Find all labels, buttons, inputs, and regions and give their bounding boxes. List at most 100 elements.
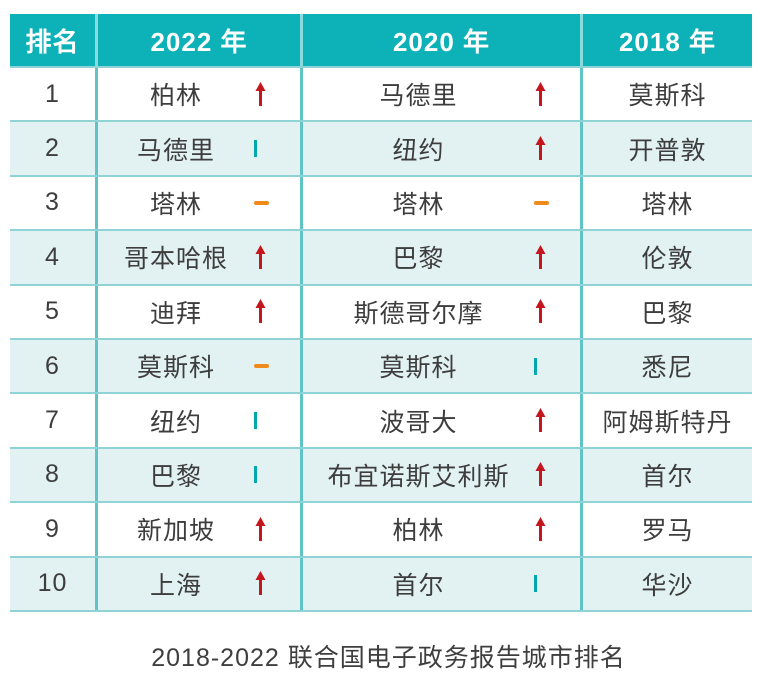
down-bar-icon <box>534 575 537 593</box>
city-cell-2022: 新加坡 <box>95 503 300 556</box>
rank-cell: 7 <box>45 406 60 435</box>
city-cell-2018: 阿姆斯特丹 <box>580 394 752 447</box>
city-cell-2022: 莫斯科 <box>95 339 300 393</box>
rank-cell: 5 <box>45 297 60 326</box>
city-cell-2020: 塔林 <box>300 176 580 230</box>
city-cell-2022: 哥本哈根 <box>95 231 300 284</box>
city-cell-2020: 首尔 <box>300 557 580 610</box>
trend-slot <box>254 516 300 542</box>
city-cell-2018: 莫斯科 <box>580 68 752 121</box>
rank-cell: 1 <box>45 79 60 108</box>
city-cell-2018: 罗马 <box>580 503 752 556</box>
rank-cell: 8 <box>45 460 60 489</box>
city-name: 斯德哥尔摩 <box>353 299 484 328</box>
unchanged-dash-icon <box>254 364 269 369</box>
city-cell-2018: 华沙 <box>580 557 752 610</box>
city-cell-2020: 纽约 <box>300 122 580 175</box>
up-arrow-icon <box>534 516 547 542</box>
table-row: 1 柏林 马德里 莫斯科 <box>10 66 752 121</box>
table-body: 1 柏林 马德里 莫斯科 2 马德里 纽约 开普敦 3 塔林 塔林 塔林 4 哥本哈根 巴黎 伦敦 5 迪拜 斯德哥… <box>10 66 752 612</box>
unchanged-dash-icon <box>534 200 549 205</box>
up-arrow-icon <box>534 81 547 107</box>
city-name: 马德里 <box>136 136 215 165</box>
city-name: 莫斯科 <box>379 354 458 383</box>
up-arrow-icon <box>254 81 267 107</box>
city-name: 纽约 <box>392 136 445 165</box>
city-cell-2020: 波哥大 <box>300 394 580 447</box>
trend-slot <box>254 200 300 205</box>
city-name: 塔林 <box>149 190 202 219</box>
city-cell-2020: 斯德哥尔摩 <box>300 285 580 338</box>
trend-slot <box>534 516 580 542</box>
rank-cell: 6 <box>45 351 60 380</box>
trend-slot <box>534 244 580 270</box>
header-rank: 排名 <box>25 26 80 57</box>
trend-slot <box>534 136 580 161</box>
trend-slot <box>254 140 300 158</box>
city-name: 开普敦 <box>628 136 707 165</box>
table-row: 9 新加坡 柏林 罗马 <box>10 501 752 556</box>
city-name: 首尔 <box>641 462 694 491</box>
trend-slot <box>534 408 580 433</box>
down-bar-icon <box>254 412 257 430</box>
city-name: 哥本哈根 <box>123 245 228 274</box>
rank-cell: 4 <box>45 242 60 271</box>
trend-slot <box>254 571 300 596</box>
table-row: 2 马德里 纽约 开普敦 <box>10 120 752 175</box>
city-name: 纽约 <box>149 408 202 437</box>
city-cell-2018: 伦敦 <box>580 231 752 284</box>
rank-cell: 9 <box>45 514 60 543</box>
city-cell-2018: 塔林 <box>580 176 752 230</box>
up-arrow-icon <box>534 408 547 433</box>
down-bar-icon <box>254 140 257 158</box>
city-cell-2022: 迪拜 <box>95 285 300 338</box>
up-arrow-icon <box>534 136 547 161</box>
city-name: 柏林 <box>149 82 202 111</box>
table-row: 8 巴黎 布宜诺斯艾利斯 首尔 <box>10 446 752 502</box>
down-bar-icon <box>534 357 537 375</box>
up-arrow-icon <box>534 462 547 487</box>
table-caption: 2018-2022 联合国电子政务报告城市排名 <box>151 644 626 672</box>
city-cell-2018: 悉尼 <box>580 339 752 393</box>
city-name: 塔林 <box>641 190 694 219</box>
up-arrow-icon <box>254 244 267 270</box>
rank-cell: 3 <box>45 188 60 217</box>
header-2020: 2020 年 <box>300 14 580 66</box>
trend-slot <box>534 200 580 205</box>
city-cell-2022: 柏林 <box>95 68 300 121</box>
trend-slot <box>534 575 580 593</box>
city-cell-2018: 巴黎 <box>580 285 752 338</box>
unchanged-dash-icon <box>254 200 269 205</box>
city-cell-2020: 柏林 <box>300 503 580 556</box>
city-cell-2022: 巴黎 <box>95 448 300 502</box>
city-name: 罗马 <box>641 517 694 546</box>
trend-slot <box>534 81 580 107</box>
city-cell-2020: 巴黎 <box>300 231 580 284</box>
city-name: 新加坡 <box>136 517 215 546</box>
up-arrow-icon <box>254 516 267 542</box>
city-name: 波哥大 <box>379 408 458 437</box>
trend-slot <box>534 462 580 487</box>
table-row: 7 纽约 波哥大 阿姆斯特丹 <box>10 392 752 447</box>
trend-slot <box>254 81 300 107</box>
city-name: 布宜诺斯艾利斯 <box>327 462 510 491</box>
city-cell-2018: 首尔 <box>580 448 752 502</box>
header-2022: 2022 年 <box>95 14 300 66</box>
up-arrow-icon <box>254 299 267 324</box>
city-cell-2022: 塔林 <box>95 176 300 230</box>
trend-slot <box>534 357 580 375</box>
city-name: 迪拜 <box>149 299 202 328</box>
city-name: 巴黎 <box>149 462 202 491</box>
up-arrow-icon <box>254 571 267 596</box>
rank-cell: 2 <box>45 134 60 163</box>
table-row: 5 迪拜 斯德哥尔摩 巴黎 <box>10 283 752 338</box>
trend-slot <box>254 412 300 430</box>
city-name: 阿姆斯特丹 <box>602 408 733 437</box>
table-row: 6 莫斯科 莫斯科 悉尼 <box>10 337 752 393</box>
city-cell-2022: 纽约 <box>95 394 300 447</box>
table-row: 3 塔林 塔林 塔林 <box>10 174 752 230</box>
city-cell-2020: 马德里 <box>300 68 580 121</box>
city-cell-2022: 上海 <box>95 557 300 610</box>
up-arrow-icon <box>534 244 547 270</box>
